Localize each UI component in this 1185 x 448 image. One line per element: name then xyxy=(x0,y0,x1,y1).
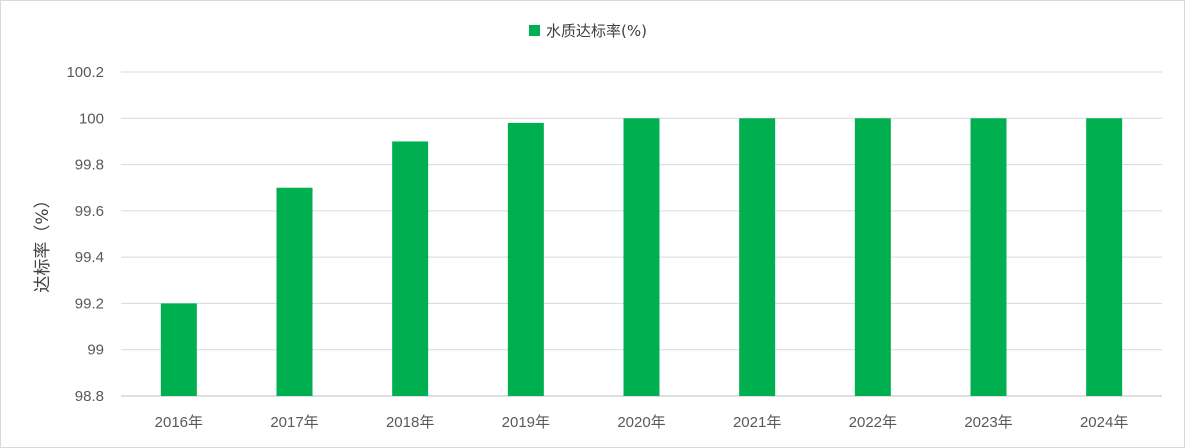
y-tick-label: 100 xyxy=(79,110,104,127)
y-tick-label: 99.4 xyxy=(75,249,104,266)
y-tick-label: 99 xyxy=(87,342,104,359)
x-tick-label: 2017年 xyxy=(270,414,318,431)
bar xyxy=(623,118,660,397)
y-axis-title: 达标率（%） xyxy=(33,191,53,292)
x-tick-label: 2024年 xyxy=(1080,414,1128,431)
bar xyxy=(739,118,776,397)
x-tick-label: 2019年 xyxy=(502,414,550,431)
chart-legend: 水质达标率(%) xyxy=(529,22,647,40)
y-axis-ticks: 98.8 99 99.2 99.4 99.6 99.8 100 100.2 xyxy=(66,64,104,405)
bar xyxy=(160,303,197,396)
x-tick-label: 2022年 xyxy=(849,414,897,431)
bar xyxy=(854,118,891,397)
bar xyxy=(507,122,544,397)
bars xyxy=(160,118,1123,397)
x-axis-ticks: 2016年 2017年 2018年 2019年 2020年 2021年 2022年 2023年… xyxy=(155,414,1129,431)
bar xyxy=(1086,118,1123,397)
y-tick-label: 99.8 xyxy=(75,157,104,174)
legend-swatch xyxy=(529,25,540,36)
legend-label: 水质达标率(%) xyxy=(546,22,647,40)
y-tick-label: 98.8 xyxy=(75,388,104,405)
x-tick-label: 2018年 xyxy=(386,414,434,431)
x-tick-label: 2020年 xyxy=(617,414,665,431)
bar xyxy=(970,118,1007,397)
y-tick-label: 99.2 xyxy=(75,295,104,312)
bar xyxy=(276,187,313,396)
x-tick-label: 2023年 xyxy=(964,414,1012,431)
y-tick-label: 99.6 xyxy=(75,203,104,220)
x-tick-label: 2021年 xyxy=(733,414,781,431)
x-tick-label: 2016年 xyxy=(155,414,203,431)
y-tick-label: 100.2 xyxy=(66,64,104,81)
bar xyxy=(392,141,429,396)
